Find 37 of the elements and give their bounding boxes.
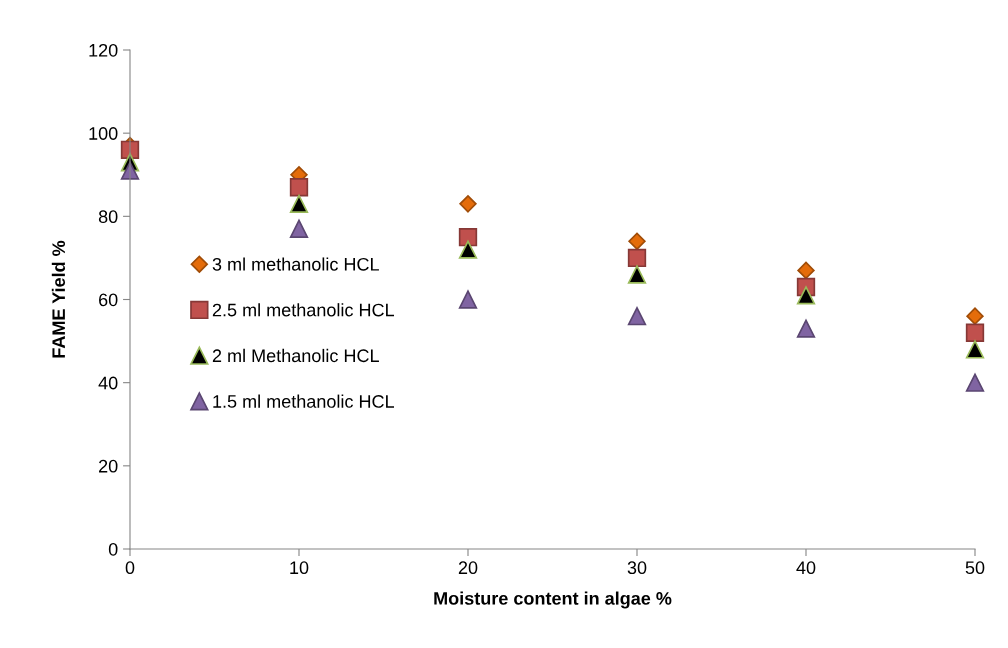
x-tick-label: 40 xyxy=(796,561,816,575)
point xyxy=(797,261,815,280)
point xyxy=(289,219,309,238)
point xyxy=(965,340,985,359)
point xyxy=(796,286,816,305)
y-axis-title: FAME Yield % xyxy=(51,240,66,358)
point xyxy=(458,290,478,309)
point xyxy=(965,323,985,342)
y-tick-label: 100 xyxy=(89,127,118,140)
y-tick-label: 0 xyxy=(108,542,118,556)
legend-label: 2.5 ml methanolic HCL xyxy=(212,303,395,317)
point xyxy=(289,194,309,214)
point xyxy=(627,265,647,284)
y-tick-label: 80 xyxy=(98,210,118,224)
point xyxy=(966,307,984,325)
x-tick-label: 20 xyxy=(458,561,478,575)
point xyxy=(289,178,309,197)
x-axis-title: Moisture content in algae % xyxy=(434,591,672,609)
point xyxy=(796,319,816,338)
point xyxy=(459,195,477,213)
y-tick-label: 120 xyxy=(89,43,118,57)
point xyxy=(458,227,478,247)
point xyxy=(628,232,646,250)
legend-label: 1.5 ml methanolic HCL xyxy=(213,394,395,408)
y-tick-label: 60 xyxy=(99,293,118,307)
x-tick-label: 30 xyxy=(627,561,647,575)
y-tick-label: 40 xyxy=(98,376,118,390)
point xyxy=(627,248,647,268)
x-tick-label: 10 xyxy=(290,561,309,575)
x-tick-label: 50 xyxy=(965,561,985,575)
legend-label: 2 ml Methanolic HCL xyxy=(212,348,379,363)
point xyxy=(965,373,985,392)
x-tick-label: 0 xyxy=(125,561,135,575)
legend-label: 3 ml methanolic HCL xyxy=(212,257,379,271)
y-tick-label: 20 xyxy=(99,459,118,473)
point xyxy=(458,240,478,259)
point xyxy=(627,306,647,326)
